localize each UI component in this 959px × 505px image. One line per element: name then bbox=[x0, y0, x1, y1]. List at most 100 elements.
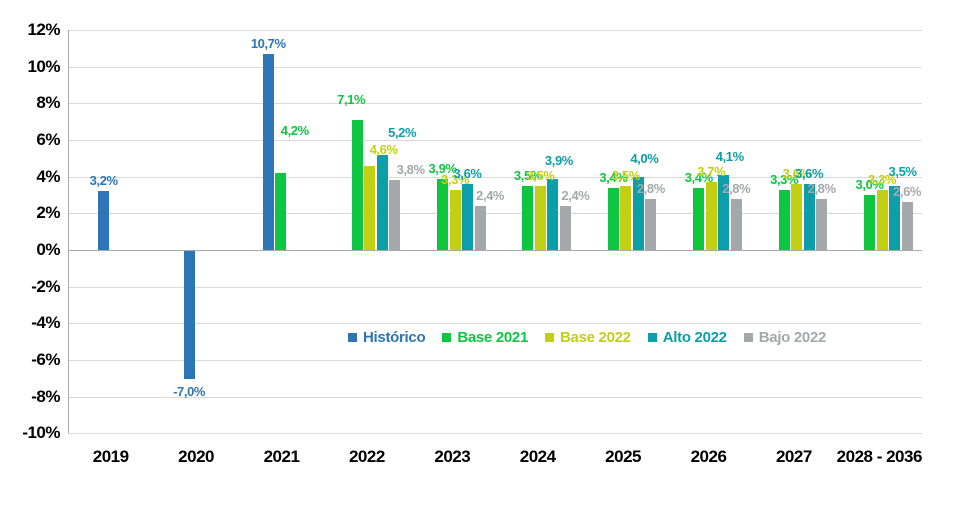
bar-value-label: 3,2% bbox=[89, 173, 118, 189]
legend-item: Base 2022 bbox=[545, 329, 631, 346]
bar-value-label: 2,8% bbox=[636, 180, 665, 196]
bar-value-label: 7,1% bbox=[337, 91, 366, 107]
gridline bbox=[68, 177, 922, 178]
bar bbox=[778, 189, 790, 250]
bar bbox=[183, 251, 195, 380]
x-axis-label: 2027 bbox=[775, 447, 812, 466]
y-tick-label: 0% bbox=[36, 240, 60, 259]
x-axis-label: 2024 bbox=[519, 447, 556, 466]
gridline bbox=[68, 287, 922, 288]
legend-item: Base 2021 bbox=[442, 329, 528, 346]
y-axis-line bbox=[68, 30, 69, 434]
bar-value-label: 3,4% bbox=[684, 169, 713, 185]
bar bbox=[730, 198, 742, 250]
bar-value-label: 3,9% bbox=[544, 152, 573, 168]
bar bbox=[522, 185, 534, 250]
x-axis-label: 2023 bbox=[434, 447, 471, 466]
bar bbox=[389, 180, 401, 250]
bar-value-label: 5,2% bbox=[388, 124, 417, 140]
bar-value-label: 3,3% bbox=[441, 171, 470, 187]
bar bbox=[693, 187, 705, 250]
bar-value-label: 3,9% bbox=[428, 160, 457, 176]
bar-value-label: 3,0% bbox=[855, 177, 884, 193]
bar bbox=[705, 182, 717, 250]
bar-value-label: 3,5% bbox=[888, 163, 917, 179]
y-tick-label: -2% bbox=[31, 277, 60, 296]
y-tick-label: 10% bbox=[27, 57, 60, 76]
bar bbox=[462, 184, 474, 250]
bar bbox=[98, 191, 110, 250]
bar bbox=[262, 53, 274, 250]
gridline bbox=[68, 103, 922, 104]
legend-swatch-icon bbox=[743, 333, 753, 342]
legend-item: Histórico bbox=[348, 329, 426, 346]
x-axis-label: 2020 bbox=[178, 447, 214, 466]
bar-value-label: 2,8% bbox=[722, 180, 751, 196]
bar bbox=[351, 119, 363, 250]
zero-gridline bbox=[68, 250, 922, 251]
legend-label: Base 2021 bbox=[457, 329, 529, 346]
bar bbox=[889, 185, 901, 250]
legend-swatch-icon bbox=[647, 333, 657, 342]
y-tick-label: -10% bbox=[22, 423, 60, 442]
gridline bbox=[68, 360, 922, 361]
bar-value-label: 3,6% bbox=[795, 166, 824, 182]
y-tick-label: 8% bbox=[36, 93, 60, 112]
bar bbox=[376, 154, 388, 250]
gridline bbox=[68, 140, 922, 141]
bar-value-label: 3,6% bbox=[453, 166, 482, 182]
bar bbox=[632, 176, 644, 250]
bar-value-label: 3,5% bbox=[513, 167, 542, 183]
bar bbox=[803, 184, 815, 250]
bar bbox=[547, 178, 559, 250]
bar-value-label: 3,4% bbox=[599, 169, 628, 185]
bar bbox=[449, 189, 461, 250]
legend-swatch-icon bbox=[545, 333, 555, 342]
gridline bbox=[68, 30, 922, 31]
bar-value-label: 3,8% bbox=[396, 162, 425, 178]
bar-value-label: 3,5% bbox=[611, 167, 640, 183]
bar bbox=[534, 185, 546, 250]
legend-item: Alto 2022 bbox=[647, 329, 727, 346]
bar bbox=[275, 173, 287, 250]
bar bbox=[901, 202, 913, 250]
legend-label: Base 2022 bbox=[560, 329, 631, 346]
bar bbox=[816, 198, 828, 250]
bar bbox=[607, 187, 619, 250]
bar-value-label: 3,3% bbox=[868, 171, 897, 187]
y-tick-label: 4% bbox=[36, 167, 60, 186]
bar bbox=[437, 178, 449, 250]
bar-value-label: 3,3% bbox=[770, 171, 799, 187]
bar bbox=[791, 184, 803, 250]
gridline bbox=[68, 397, 922, 398]
legend-swatch-icon bbox=[442, 333, 452, 342]
x-axis-label: 2019 bbox=[92, 447, 129, 466]
bar bbox=[559, 206, 571, 250]
bar bbox=[620, 185, 632, 250]
bar bbox=[474, 206, 486, 250]
legend-label: Histórico bbox=[363, 329, 426, 346]
bar-value-label: 4,6% bbox=[369, 141, 398, 157]
bar-value-label: 2,8% bbox=[807, 180, 836, 196]
bar bbox=[645, 198, 657, 250]
bar-value-label: 4,2% bbox=[280, 123, 309, 139]
bar-value-label: 3,5% bbox=[526, 167, 555, 183]
x-axis-label: 2021 bbox=[263, 447, 300, 466]
bar-value-label: 2,4% bbox=[561, 188, 590, 204]
y-tick-label: -8% bbox=[31, 387, 60, 406]
bar-value-label: 4,1% bbox=[715, 148, 744, 164]
bar-value-label: 2,6% bbox=[893, 184, 922, 200]
chart-legend: Histórico Base 2021 Base 2022 Alto 2022 Bajo… bbox=[348, 329, 826, 346]
gridline bbox=[68, 433, 922, 434]
bar-value-label: 3,7% bbox=[697, 164, 726, 180]
bar bbox=[864, 195, 876, 250]
y-tick-label: 6% bbox=[36, 130, 60, 149]
x-axis-label: 2025 bbox=[605, 447, 641, 466]
bar-value-label: 3,6% bbox=[782, 166, 811, 182]
gridline bbox=[68, 67, 922, 68]
legend-label: Alto 2022 bbox=[662, 329, 727, 346]
y-tick-label: 12% bbox=[27, 20, 60, 39]
y-tick-label: -4% bbox=[31, 313, 60, 332]
y-tick-label: 2% bbox=[36, 203, 60, 222]
x-axis-label: 2026 bbox=[690, 447, 727, 466]
